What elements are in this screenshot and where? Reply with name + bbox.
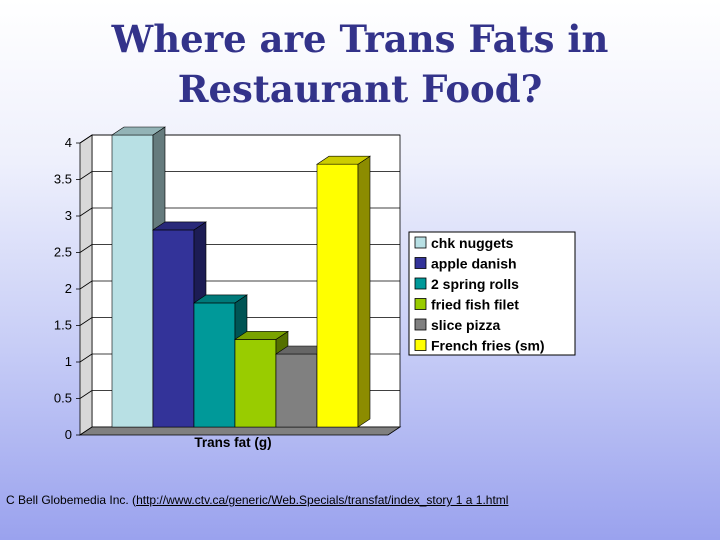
source-prefix: C Bell Globemedia Inc. ( xyxy=(6,493,137,507)
bar-top xyxy=(316,155,371,165)
bar-front xyxy=(193,302,236,428)
y-tick-label: 0.5 xyxy=(54,391,72,406)
legend-box xyxy=(408,231,576,356)
bar-top xyxy=(152,221,207,231)
legend-label: slice pizza xyxy=(431,317,500,333)
legend-label: 2 spring rolls xyxy=(431,276,519,292)
gridline-side xyxy=(79,317,93,326)
bar-top xyxy=(193,294,248,304)
legend-swatch xyxy=(414,339,427,351)
legend-swatch xyxy=(414,277,427,290)
y-tick-label: 3 xyxy=(65,208,72,223)
bar-front xyxy=(152,229,195,428)
bars xyxy=(111,126,371,428)
bar-front xyxy=(316,163,359,428)
legend-swatch xyxy=(414,257,427,269)
gridline-side xyxy=(79,171,93,180)
y-tick-label: 0 xyxy=(65,427,72,442)
gridline-side xyxy=(79,244,93,253)
gridline-side xyxy=(79,280,93,290)
legend-swatch xyxy=(414,236,427,249)
source-citation: C Bell Globemedia Inc. (http://www.ctv.c… xyxy=(6,493,508,507)
bar-top xyxy=(111,126,166,136)
legend-swatch xyxy=(414,298,427,310)
gridline-side xyxy=(79,390,93,399)
bar-side xyxy=(357,155,371,428)
gridline-side xyxy=(79,207,93,217)
y-tick-label: 4 xyxy=(65,135,72,150)
gridline-side xyxy=(79,353,93,363)
y-tick-label: 3.5 xyxy=(54,172,72,187)
bar-top xyxy=(234,331,289,340)
legend-swatch xyxy=(414,318,427,331)
bar-front xyxy=(275,353,318,428)
legend-label: chk nuggets xyxy=(431,235,514,251)
legend: chk nuggets apple danish 2 spring rolls fri… xyxy=(408,231,576,356)
bar-front xyxy=(111,134,154,428)
y-tick-label: 1.5 xyxy=(54,318,72,333)
plot-floor xyxy=(78,426,402,436)
slide-title: Where are Trans Fats in Restaurant Food? xyxy=(60,14,660,114)
y-axis-ticks: 0 0.5 1 1.5 2 2.5 3 3.5 4 xyxy=(54,135,80,442)
legend-label: French fries (sm) xyxy=(431,338,545,354)
title-line-1: Where are Trans Fats in xyxy=(111,17,609,61)
bar xyxy=(316,155,371,428)
gridline-side xyxy=(79,134,93,144)
x-axis-label: Trans fat (g) xyxy=(194,435,271,450)
y-tick-label: 2.5 xyxy=(54,245,72,260)
legend-label: apple danish xyxy=(431,256,517,272)
source-link[interactable]: http://www.ctv.ca/generic/Web.Specials/t… xyxy=(136,493,509,507)
bar-front xyxy=(234,339,277,428)
y-tick-label: 2 xyxy=(65,281,72,296)
title-line-2: Restaurant Food? xyxy=(177,67,543,111)
y-tick-label: 1 xyxy=(65,354,72,369)
legend-label: fried fish filet xyxy=(431,297,519,313)
